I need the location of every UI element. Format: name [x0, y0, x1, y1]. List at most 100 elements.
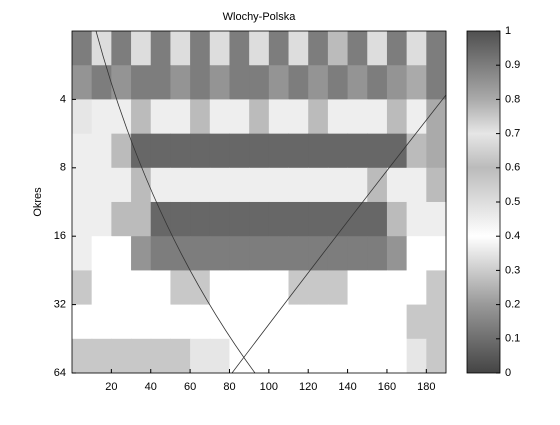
heatmap-cell	[367, 201, 388, 237]
y-tick-label: 32	[54, 299, 66, 311]
heatmap-cell	[170, 304, 191, 340]
heatmap-cell	[131, 133, 152, 169]
heatmap-cell	[131, 270, 152, 306]
cone-of-influence	[95, 30, 256, 374]
heatmap-cell	[347, 31, 368, 66]
colorbar-tick-label: 0.6	[505, 162, 520, 174]
heatmap-cell	[72, 31, 93, 66]
heatmap-cell	[190, 167, 211, 203]
heatmap-cell	[150, 167, 171, 203]
heatmap-cell	[426, 167, 447, 203]
heatmap-cell	[268, 304, 290, 340]
heatmap-cell	[131, 99, 152, 135]
heatmap-cell	[209, 99, 230, 135]
heatmap-cell	[288, 236, 309, 271]
heatmap-cell	[131, 65, 152, 100]
heatmap-cell	[327, 338, 349, 374]
heatmap-cell	[150, 65, 171, 100]
heatmap-cell	[131, 236, 152, 271]
heatmap-cell	[426, 31, 447, 66]
heatmap-cell	[288, 167, 309, 203]
heatmap-cell	[72, 236, 93, 271]
heatmap-cell	[111, 167, 132, 203]
heatmap-cell	[367, 167, 388, 203]
heatmap-cell	[386, 201, 408, 237]
heatmap-cell	[72, 65, 93, 100]
colorbar-tick-label: 0.9	[505, 59, 520, 71]
heatmap-cell	[209, 338, 230, 374]
heatmap-cell	[288, 201, 309, 237]
heatmap-cell	[347, 304, 368, 340]
heatmap-cell	[91, 236, 112, 271]
heatmap-cell	[249, 99, 270, 135]
heatmap-cell	[72, 270, 93, 306]
heatmap-cell	[150, 201, 171, 237]
heatmap-cell	[91, 270, 112, 306]
heatmap-cell	[91, 65, 112, 100]
heatmap-cell	[406, 133, 427, 169]
heatmap-cell	[131, 167, 152, 203]
heatmap-cell	[131, 304, 152, 340]
heatmap-cell	[367, 133, 388, 169]
heatmap-cell	[367, 236, 388, 271]
heatmap-cell	[406, 304, 427, 340]
heatmap-cell	[426, 338, 447, 374]
heatmap-cell	[209, 133, 230, 169]
heatmap-cell	[131, 31, 152, 66]
x-tick-label: 80	[223, 381, 235, 393]
colorbar-tick-label: 0.1	[505, 333, 520, 345]
heatmap-cell	[386, 236, 408, 271]
heatmap-cell	[91, 338, 112, 374]
heatmap-cell	[229, 65, 250, 100]
colorbar-tick-label: 0.5	[505, 196, 520, 208]
y-tick-label: 4	[60, 93, 66, 105]
heatmap-cell	[229, 338, 250, 374]
heatmap-cell	[72, 133, 93, 169]
heatmap-cell	[229, 133, 250, 169]
heatmap-cell	[308, 201, 329, 237]
heatmap-cell	[72, 338, 93, 374]
heatmap-cell	[367, 304, 388, 340]
heatmap-cell	[268, 201, 290, 237]
heatmap-cell	[308, 167, 329, 203]
heatmap-cell	[111, 133, 132, 169]
heatmap-cell	[170, 133, 191, 169]
heatmap-cell	[347, 99, 368, 135]
heatmap-cell	[327, 270, 349, 306]
plot-frame	[71, 30, 447, 374]
heatmap-cell	[190, 304, 211, 340]
heatmap-cell	[308, 31, 329, 66]
heatmap-cell	[268, 338, 290, 374]
heatmap-cell	[111, 99, 132, 135]
heatmap-cell	[111, 304, 132, 340]
x-tick-label: 100	[260, 381, 278, 393]
heatmap-cell	[367, 99, 388, 135]
heatmap-cell	[249, 31, 270, 66]
heatmap-cell	[406, 167, 427, 203]
heatmap-cell	[249, 65, 270, 100]
heatmap-cell	[288, 99, 309, 135]
heatmap-cell	[229, 99, 250, 135]
x-tick-label: 40	[145, 381, 157, 393]
heatmap-cell	[288, 338, 309, 374]
heatmap-cell	[386, 338, 408, 374]
heatmap-cell	[347, 201, 368, 237]
colorbar-tick-label: 0.3	[505, 264, 520, 276]
heatmap-cell	[190, 338, 211, 374]
heatmap-cell	[91, 304, 112, 340]
heatmap-cell	[170, 167, 191, 203]
heatmap-cell	[327, 31, 349, 66]
heatmap-cell	[268, 270, 290, 306]
heatmap-cell	[268, 99, 290, 135]
heatmap-cell	[367, 65, 388, 100]
heatmap-cell	[111, 236, 132, 271]
y-tick-label: 16	[54, 230, 66, 242]
heatmap-cell	[209, 270, 230, 306]
colorbar-tick-label: 0.4	[505, 230, 520, 242]
heatmap-cell	[209, 167, 230, 203]
heatmap-cell	[209, 236, 230, 271]
heatmap-cell	[111, 31, 132, 66]
heatmap-cell	[170, 338, 191, 374]
heatmap-cell	[268, 31, 290, 66]
x-tick-label: 20	[105, 381, 117, 393]
